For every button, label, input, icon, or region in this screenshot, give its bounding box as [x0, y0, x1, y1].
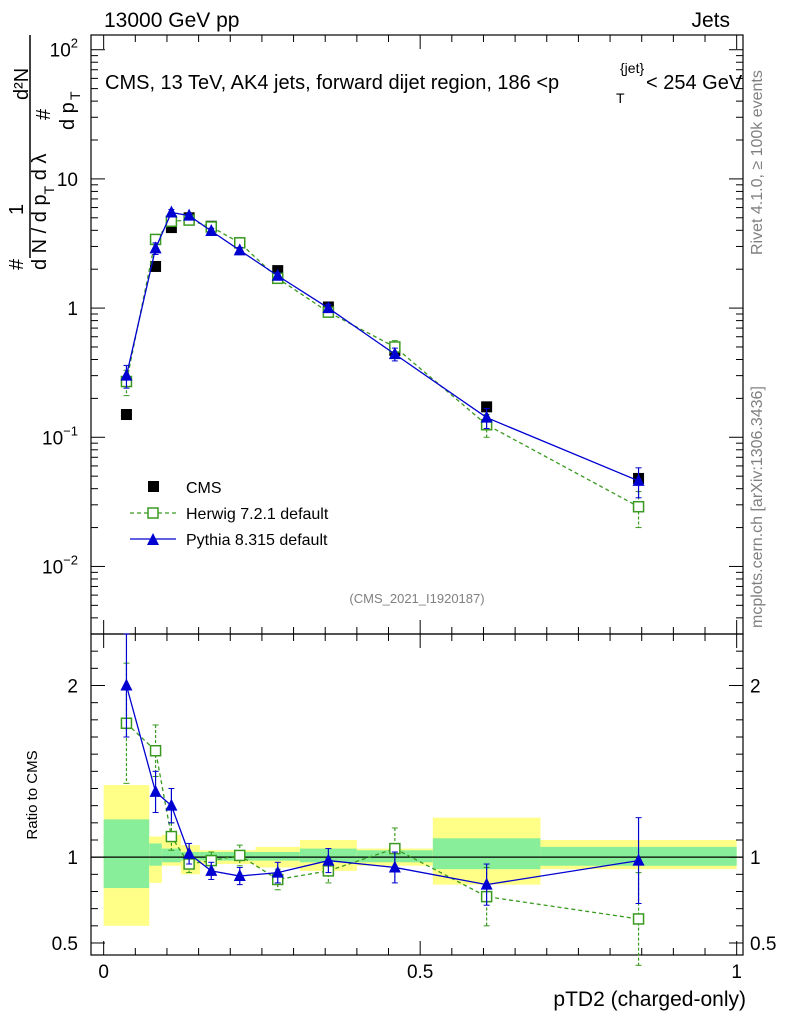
header-right: Jets [691, 9, 730, 32]
main-title-end: < 254 GeV [646, 72, 743, 94]
ratio-pythia-point [165, 798, 178, 811]
main-pythia-point [149, 241, 162, 254]
mcplots-label: mcplots.cern.ch [arXiv:1306.3436] [749, 386, 766, 628]
analysis-id: (CMS_2021_I1920187) [349, 591, 484, 606]
ratio-pythia-point [120, 678, 133, 691]
legend-marker-herwig [147, 507, 159, 519]
rivet-label: Rivet 4.1.0, ≥ 100k events [749, 70, 766, 255]
band-green [255, 852, 300, 861]
legend-marker-pythia [147, 533, 159, 545]
main-pythia-point [322, 301, 335, 314]
ratio-pythia-point [233, 869, 246, 882]
main-cms-point [150, 260, 162, 272]
ratio-pythia-point [271, 865, 284, 878]
main-pythia-line [125, 211, 639, 482]
main-title-sub: T [616, 90, 625, 106]
main-pythia-point [233, 243, 246, 256]
main-ylabel-hash: # [6, 258, 28, 270]
ratio-herwig-point [234, 849, 246, 862]
main-ytick-label: 10−1 [42, 423, 78, 449]
main-ytick-label: 10−2 [42, 552, 78, 578]
band-green [161, 848, 181, 863]
legend-label-pythia: Pythia 8.315 default [186, 532, 328, 549]
x-tick-label: 1 [731, 962, 742, 983]
main-pythia-point [120, 368, 133, 381]
ratio-herwig-point [165, 830, 178, 843]
main-ylabel-one: 1 [6, 204, 28, 215]
main-ytick-label: 1 [67, 299, 78, 320]
main-ylabel: d N / d pT d λ # 1 d p T # d²N [6, 35, 83, 270]
ratio-ytick-label-right: 1 [750, 848, 761, 869]
ratio-ylabel: Ratio to CMS [24, 750, 41, 839]
x-tick-label: 0.5 [407, 962, 433, 983]
ratio-ytick-label-right: 0.5 [750, 934, 776, 955]
ratio-herwig-line [126, 722, 639, 920]
ratio-ytick-label: 0.5 [52, 934, 78, 955]
x-axis-label: pTD2 (charged-only) [553, 988, 746, 1011]
ratio-pythia-point [632, 853, 645, 866]
ratio-frame [90, 633, 744, 956]
ratio-pythia-point [388, 860, 401, 873]
legend-label-herwig: Herwig 7.2.1 default [186, 506, 329, 523]
main-pythia-point [271, 268, 284, 281]
svg-text:T: T [67, 91, 83, 100]
band-green [103, 819, 150, 889]
main-ylabel-text: d N / d pT d λ [29, 154, 57, 270]
main-title-sup: {jet} [620, 60, 644, 76]
ratio-ytick-label: 1 [67, 848, 78, 869]
main-pythia-point [205, 224, 218, 237]
ratio-pythia-point [183, 846, 196, 859]
main-ytick-label: 102 [50, 36, 78, 62]
legend: CMS Herwig 7.2.1 default Pythia 8.315 de… [130, 480, 329, 549]
header-left: 13000 GeV pp [104, 9, 239, 32]
legend-label-cms: CMS [186, 480, 222, 497]
main-ylabel-hash2: # [33, 108, 55, 120]
main-cms-point [481, 401, 493, 413]
main-cms-point [120, 409, 132, 421]
main-ylabel-num: d p [57, 102, 79, 130]
ratio-pythia-point [322, 853, 335, 866]
ratio-panel: 0 0.5 1 0.5 0.5 1 1 2 2 [52, 633, 776, 983]
main-pythia-point [165, 205, 178, 218]
main-pythia-point [632, 473, 645, 486]
main-cms-point [165, 222, 177, 234]
ratio-herwig-point [632, 913, 645, 925]
main-pythia-point [480, 410, 493, 423]
main-title-text: CMS, 13 TeV, AK4 jets, forward dijet reg… [105, 72, 559, 94]
x-tick-label: 0 [98, 962, 109, 983]
main-pythia-point [183, 208, 196, 221]
main-panel: 102 10 1 10−1 10−2 [42, 34, 744, 635]
main-ytick-label: 10 [57, 170, 78, 191]
main-herwig-line [125, 219, 639, 508]
ratio-pythia-point [149, 784, 162, 797]
band-green [149, 843, 162, 866]
ratio-pythia-point [480, 877, 493, 890]
legend-marker-cms [148, 481, 159, 492]
ratio-pythia-point [205, 863, 218, 876]
main-title: CMS, 13 TeV, AK4 jets, forward dijet reg… [105, 72, 559, 94]
main-herwig-point [632, 500, 645, 513]
ratio-ytick-label-right: 2 [750, 676, 761, 697]
ratio-ytick-label: 2 [67, 676, 78, 697]
ratio-herwig-point [149, 744, 162, 757]
main-pythia-point [388, 347, 401, 360]
main-ylabel-d2n: d²N [11, 68, 33, 100]
